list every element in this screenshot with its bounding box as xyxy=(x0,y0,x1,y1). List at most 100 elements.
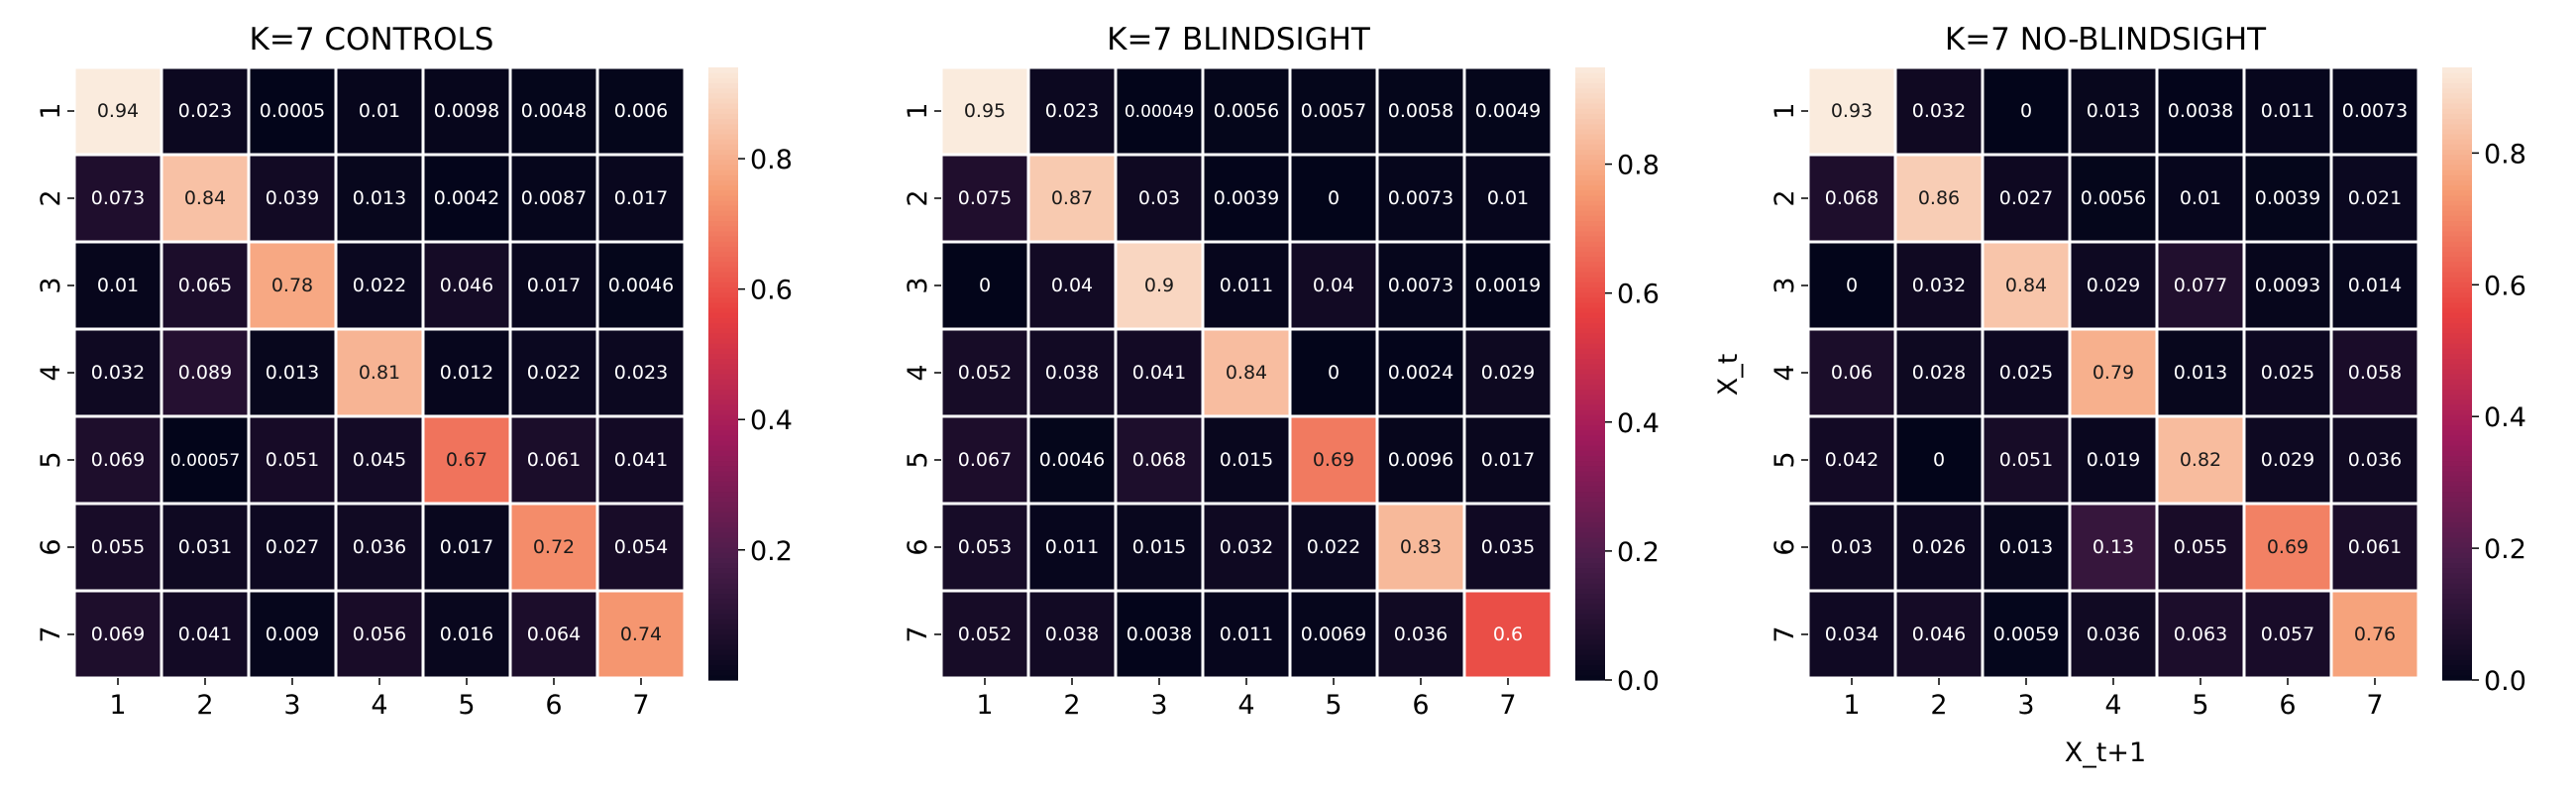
colorbar-segment xyxy=(1575,409,1605,415)
cell-value-label: 0.063 xyxy=(2174,623,2227,645)
colorbar-segment xyxy=(2442,619,2472,624)
heatmap-cell xyxy=(1026,414,1118,506)
colorbar-segment xyxy=(708,649,738,655)
cell-value-label: 0.068 xyxy=(1825,187,1878,209)
colorbar-segment xyxy=(1575,159,1605,166)
y-axis-label: X_t xyxy=(1713,354,1744,396)
colorbar-segment xyxy=(708,277,738,283)
cell-value-label: 0.031 xyxy=(178,536,232,558)
cell-value-label: 0.0056 xyxy=(1214,100,1279,122)
colorbar-segment xyxy=(708,541,738,548)
y-tick-label: 3 xyxy=(36,277,66,293)
heatmap-cell xyxy=(2242,589,2333,680)
heatmap-cell xyxy=(1375,327,1466,418)
colorbar-segment xyxy=(2442,272,2472,278)
colorbar-segment xyxy=(2442,164,2472,170)
colorbar-segment xyxy=(2442,307,2472,313)
cell-value-label: 0.011 xyxy=(1220,623,1273,645)
cell-value-label: 0.013 xyxy=(266,362,319,384)
cell-value-label: 0.061 xyxy=(2348,536,2402,558)
colorbar-segment xyxy=(2442,578,2472,584)
colorbar-segment xyxy=(1575,476,1605,482)
colorbar-segment xyxy=(708,123,738,130)
y-tick-label: 1 xyxy=(903,102,933,119)
y-tick-label: 6 xyxy=(903,538,933,555)
colorbar-segment xyxy=(708,633,738,640)
colorbar-segment xyxy=(708,455,738,462)
colorbar-segment xyxy=(708,327,738,334)
y-tick-label: 2 xyxy=(36,189,66,206)
colorbar-segment xyxy=(708,164,738,170)
cell-value-label: 0.032 xyxy=(1912,100,1966,122)
cell-value-label: 0.0046 xyxy=(1039,449,1105,471)
heatmap-cell xyxy=(2155,589,2246,680)
colorbar-segment xyxy=(708,312,738,318)
colorbar-segment xyxy=(2442,113,2472,120)
heatmap-cell xyxy=(1026,502,1118,593)
colorbar-segment xyxy=(2442,133,2472,140)
colorbar-segment xyxy=(1575,593,1605,600)
colorbar-segment xyxy=(2442,261,2472,268)
colorbar-segment xyxy=(1575,164,1605,170)
colorbar-segment xyxy=(2442,199,2472,206)
cell-value-label: 0.065 xyxy=(178,275,232,296)
colorbar-segment xyxy=(708,205,738,211)
cell-value-label: 0.67 xyxy=(446,449,487,471)
cell-value-label: 0 xyxy=(1328,362,1340,384)
colorbar-segment xyxy=(2442,337,2472,344)
heatmap-cell xyxy=(595,502,687,593)
colorbar-segment xyxy=(708,623,738,630)
cell-value-label: 0.012 xyxy=(440,362,493,384)
heatmap-cell xyxy=(1462,240,1554,331)
colorbar-segment xyxy=(708,246,738,252)
cell-value-label: 0.0039 xyxy=(1214,187,1279,209)
colorbar-segment xyxy=(1575,496,1605,503)
colorbar-segment xyxy=(1575,266,1605,273)
panel-title: K=7 CONTROLS xyxy=(250,22,494,57)
colorbar-segment xyxy=(708,434,738,441)
heatmap-cell xyxy=(1026,65,1118,157)
colorbar-segment xyxy=(2442,476,2472,482)
colorbar-segment xyxy=(2442,603,2472,610)
colorbar-segment xyxy=(708,603,738,610)
colorbar-segment xyxy=(1575,246,1605,252)
colorbar-segment xyxy=(2442,481,2472,487)
colorbar-segment xyxy=(1575,669,1605,676)
colorbar-segment xyxy=(1575,327,1605,334)
heatmap-cell xyxy=(1981,240,2072,331)
colorbar-segment xyxy=(2442,552,2472,558)
cell-value-label: 0.72 xyxy=(533,536,575,558)
colorbar-segment xyxy=(1575,108,1605,114)
colorbar-segment xyxy=(708,547,738,553)
heatmap-cell xyxy=(1026,327,1118,418)
colorbar-segment xyxy=(708,363,738,370)
colorbar-segment xyxy=(1575,67,1605,73)
cell-value-label: 0.056 xyxy=(353,623,406,645)
colorbar-segment xyxy=(708,664,738,671)
colorbar-segment xyxy=(2442,77,2472,84)
colorbar-segment xyxy=(2442,97,2472,104)
cell-value-label: 0.04 xyxy=(1313,275,1354,296)
colorbar-segment xyxy=(1575,588,1605,595)
colorbar-segment xyxy=(708,251,738,258)
x-tick-label: 7 xyxy=(632,690,649,721)
colorbar-segment xyxy=(2442,348,2472,354)
heatmap-cell xyxy=(939,153,1030,244)
x-tick-label: 5 xyxy=(2192,690,2208,721)
heatmap-panel-controls: K=7 CONTROLS 0.94 0.023 0.0005 0.01 0.0098 0.… xyxy=(36,22,793,721)
colorbar-segment xyxy=(708,194,738,201)
x-tick-label: 4 xyxy=(371,690,387,721)
colorbar-segment xyxy=(1575,358,1605,365)
cell-value-label: 0.019 xyxy=(2087,449,2140,471)
cell-value-label: 0.006 xyxy=(614,100,668,122)
colorbar-segment xyxy=(2442,189,2472,196)
colorbar-tick-label: 0.2 xyxy=(2484,534,2526,565)
colorbar-segment xyxy=(2442,491,2472,498)
colorbar-segment xyxy=(708,368,738,375)
colorbar-segment xyxy=(708,179,738,186)
x-tick-label: 4 xyxy=(1237,690,1254,721)
heatmap-cell xyxy=(1375,414,1466,506)
cell-value-label: 0.84 xyxy=(184,187,226,209)
colorbar-segment xyxy=(2442,572,2472,579)
colorbar-segment xyxy=(708,348,738,354)
